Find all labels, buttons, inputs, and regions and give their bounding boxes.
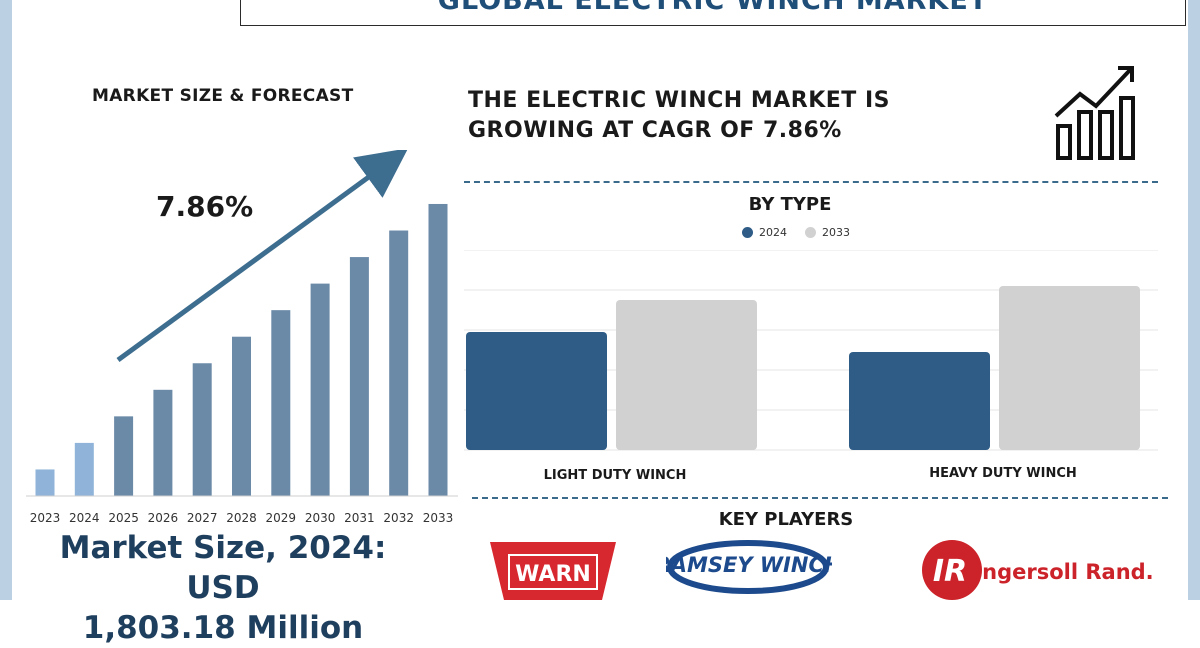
warn-logo-text: WARN (515, 562, 591, 587)
forecast-bar-2031 (349, 257, 369, 496)
page-title: GLOBAL ELECTRIC WINCH MARKET (437, 0, 989, 16)
divider-top (464, 181, 1158, 183)
forecast-bar-chart: 2023 2024 2025 2026 2027 2028 2029 2030 2031 2032… (26, 150, 458, 525)
warn-logo: WARN (490, 542, 616, 600)
legend-swatch-2033 (805, 227, 816, 238)
ingersoll-rand-logo-text: Ingersoll Rand. (974, 560, 1153, 584)
forecast-bar-2023 (35, 469, 55, 496)
headline-line-1: THE ELECTRIC WINCH MARKET IS (468, 88, 890, 113)
by-type-title: BY TYPE (748, 194, 832, 215)
key-players-title: KEY PLAYERS (718, 509, 854, 530)
forecast-tick-2028: 2028 (226, 511, 257, 525)
forecast-tick-2023: 2023 (30, 511, 61, 525)
divider-bottom (472, 497, 1168, 499)
type-bar-light-2033 (616, 300, 757, 450)
forecast-bar-2032 (389, 230, 409, 496)
market-size-text: Market Size, 2024: USD 1,803.18 Million (18, 528, 428, 648)
legend-label-2024: 2024 (759, 226, 787, 239)
forecast-tick-2029: 2029 (266, 511, 297, 525)
forecast-bar-2033 (428, 203, 448, 496)
ramsey-logo-text: RAMSEY WINCH (666, 553, 832, 577)
legend-item-2024: 2024 (742, 226, 787, 239)
by-type-bar-chart (464, 250, 1158, 451)
forecast-tick-2033: 2033 (423, 511, 454, 525)
forecast-tick-2024: 2024 (69, 511, 100, 525)
category-label-light-duty: LIGHT DUTY WINCH (543, 468, 687, 483)
forecast-tick-2027: 2027 (187, 511, 218, 525)
ramsey-winch-logo: RAMSEY WINCH (666, 540, 832, 594)
cagr-annotation: 7.86% (156, 190, 254, 223)
forecast-tick-2026: 2026 (148, 511, 179, 525)
forecast-tick-2030: 2030 (305, 511, 336, 525)
market-size-line-1: Market Size, 2024: USD (59, 530, 387, 606)
forecast-bar-2025 (114, 416, 134, 496)
left-frame-border (0, 0, 12, 600)
type-bar-light-2024 (466, 332, 607, 450)
type-bar-heavy-2033 (999, 286, 1140, 450)
legend-item-2033: 2033 (805, 226, 850, 239)
forecast-tick-2025: 2025 (108, 511, 139, 525)
title-banner: GLOBAL ELECTRIC WINCH MARKET (240, 0, 1186, 26)
cagr-headline: THE ELECTRIC WINCH MARKET IS GROWING AT … (468, 86, 1028, 146)
forecast-bar-2027 (192, 363, 212, 496)
forecast-bar-2029 (271, 310, 291, 496)
growth-chart-icon (1054, 66, 1135, 160)
forecast-bar-2024 (74, 442, 94, 496)
by-type-legend: 2024 2033 (742, 226, 850, 239)
category-label-heavy-duty: HEAVY DUTY WINCH (929, 466, 1077, 481)
forecast-bar-2026 (153, 389, 173, 496)
headline-line-2: GROWING AT CAGR OF 7.86% (468, 118, 842, 143)
forecast-bar-2030 (310, 283, 330, 496)
right-frame-border (1188, 0, 1200, 600)
market-size-line-2: 1,803.18 Million (82, 610, 364, 646)
growth-arrow (116, 150, 409, 363)
market-size-heading: MARKET SIZE & FORECAST (92, 86, 354, 106)
forecast-bar-2028 (232, 336, 251, 496)
legend-swatch-2024 (742, 227, 753, 238)
ingersoll-rand-logo: IR Ingersoll Rand. (922, 540, 1154, 600)
forecast-tick-2031: 2031 (344, 511, 375, 525)
svg-text:IR: IR (933, 554, 967, 589)
forecast-tick-2032: 2032 (383, 511, 414, 525)
type-bar-heavy-2024 (849, 352, 990, 450)
legend-label-2033: 2033 (822, 226, 850, 239)
